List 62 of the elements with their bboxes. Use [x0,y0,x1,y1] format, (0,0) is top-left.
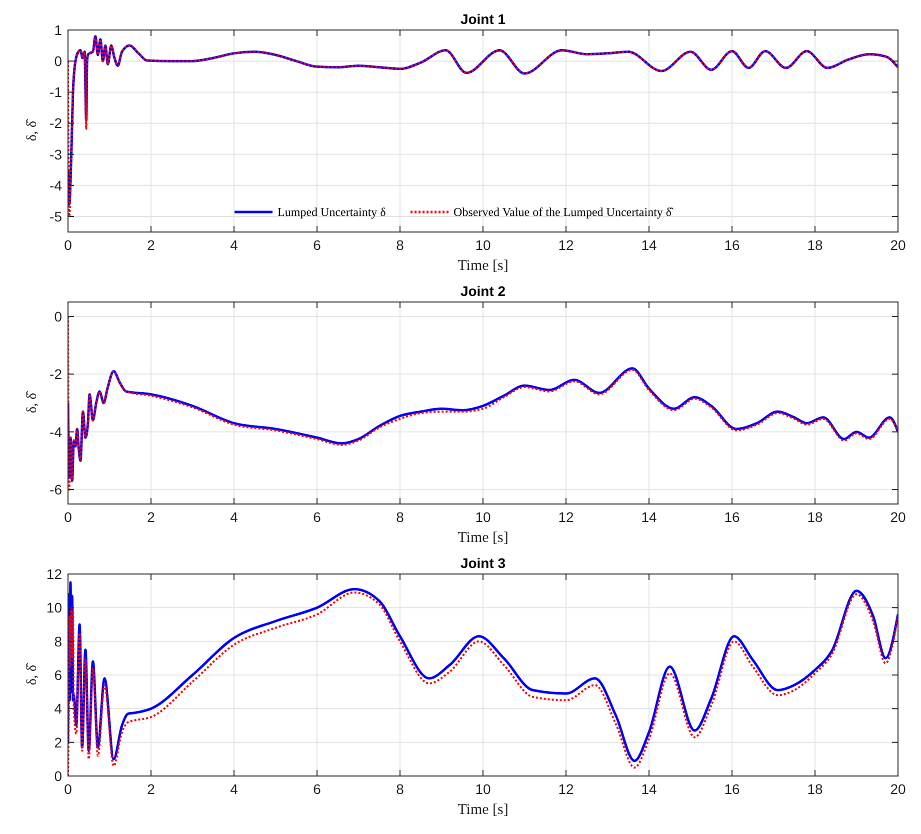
x-tick-label: 12 [558,781,574,797]
x-axis-title: Time [s] [458,802,508,818]
x-tick-label: 2 [147,781,156,797]
y-axis-title: δ, δ̂ [25,118,40,142]
x-tick-label: 12 [558,509,574,525]
x-tick-label: 16 [724,509,740,525]
y-tick-label: 2 [54,734,62,750]
x-tick-label: 16 [724,237,740,253]
y-tick-label: 10 [46,600,62,616]
y-tick-label: 6 [54,667,62,683]
x-tick-label: 20 [890,781,906,797]
y-tick-label: -4 [50,424,62,440]
x-tick-label: 10 [475,509,491,525]
y-axis-title: δ, δ̂ [25,390,40,414]
legend-label: Observed Value of the Lumped Uncertainty δ̂ [454,205,674,219]
x-tick-label: 18 [807,237,823,253]
x-tick-label: 2 [147,509,156,525]
x-tick-label: 2 [147,237,156,253]
x-tick-label: 6 [313,237,322,253]
y-tick-label: -5 [50,208,62,224]
x-tick-label: 18 [807,509,823,525]
y-tick-label: 4 [54,700,62,717]
x-tick-label: 14 [641,237,657,253]
x-tick-label: 10 [475,781,491,797]
x-axis-title: Time [s] [458,530,508,546]
x-tick-label: 14 [641,509,657,525]
x-tick-label: 4 [230,237,238,253]
x-tick-label: 6 [313,509,322,525]
x-tick-label: 0 [64,781,72,797]
y-tick-label: -1 [50,84,62,100]
y-tick-label: -6 [50,482,62,498]
y-tick-label: -4 [50,177,62,194]
x-tick-label: 12 [558,237,574,253]
y-tick-label: 8 [54,633,62,650]
x-tick-label: 14 [641,781,657,797]
y-tick-label: -3 [50,146,62,162]
chart-title: Joint 2 [460,283,506,299]
y-axis-title: δ, δ̂ [25,662,40,686]
x-tick-label: 20 [890,509,906,525]
y-tick-label: -2 [50,115,62,132]
y-tick-label: 12 [46,566,62,582]
legend-label: Lumped Uncertainty δ [278,205,386,219]
x-tick-label: 10 [475,237,491,253]
x-axis-title: Time [s] [458,258,508,274]
x-tick-label: 20 [890,237,906,253]
y-tick-label: 0 [54,53,62,70]
y-tick-label: 0 [54,768,62,784]
x-tick-label: 6 [313,781,322,797]
x-tick-label: 8 [396,781,404,797]
x-tick-label: 4 [230,509,238,525]
y-tick-label: 1 [54,22,62,38]
x-tick-label: 0 [64,237,72,253]
x-tick-label: 18 [807,781,823,797]
chart-title: Joint 1 [460,11,506,27]
x-tick-label: 4 [230,781,238,797]
y-tick-label: 0 [54,308,62,324]
x-tick-label: 8 [396,237,404,253]
chart-title: Joint 3 [460,555,506,571]
x-tick-label: 16 [724,781,740,797]
x-tick-label: 0 [64,509,72,525]
x-tick-label: 8 [396,509,404,525]
y-tick-label: -2 [50,366,62,382]
